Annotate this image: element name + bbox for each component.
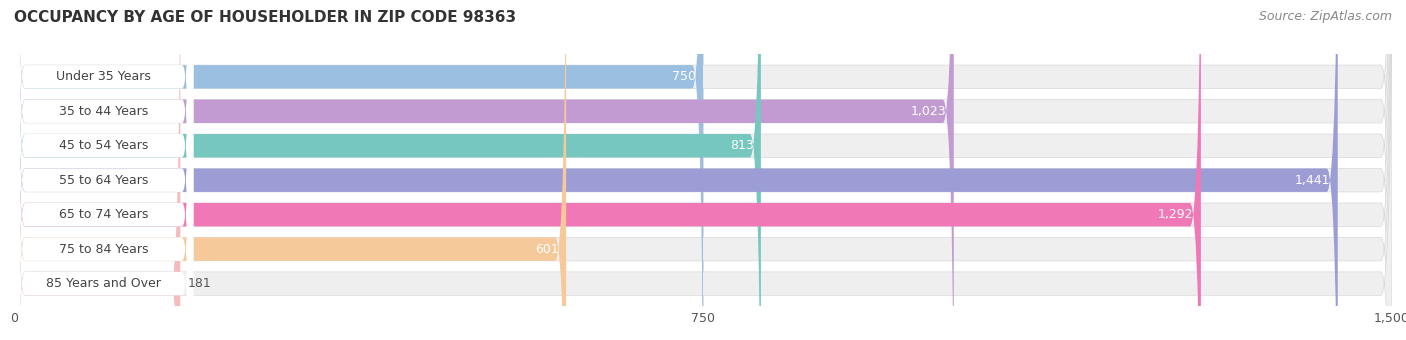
Text: 55 to 64 Years: 55 to 64 Years — [59, 174, 148, 187]
Text: Source: ZipAtlas.com: Source: ZipAtlas.com — [1258, 10, 1392, 23]
FancyBboxPatch shape — [14, 0, 1392, 340]
Text: 85 Years and Over: 85 Years and Over — [46, 277, 162, 290]
Text: 1,023: 1,023 — [911, 105, 946, 118]
FancyBboxPatch shape — [14, 0, 193, 340]
Text: 601: 601 — [536, 243, 558, 256]
FancyBboxPatch shape — [14, 0, 193, 340]
FancyBboxPatch shape — [14, 0, 1337, 340]
FancyBboxPatch shape — [14, 0, 1392, 340]
Text: 65 to 74 Years: 65 to 74 Years — [59, 208, 148, 221]
FancyBboxPatch shape — [14, 0, 193, 340]
Text: 813: 813 — [730, 139, 754, 152]
FancyBboxPatch shape — [14, 0, 193, 340]
Text: OCCUPANCY BY AGE OF HOUSEHOLDER IN ZIP CODE 98363: OCCUPANCY BY AGE OF HOUSEHOLDER IN ZIP C… — [14, 10, 516, 25]
Text: 75 to 84 Years: 75 to 84 Years — [59, 243, 149, 256]
FancyBboxPatch shape — [14, 0, 193, 340]
FancyBboxPatch shape — [14, 0, 703, 340]
Text: 181: 181 — [187, 277, 211, 290]
Text: 45 to 54 Years: 45 to 54 Years — [59, 139, 148, 152]
FancyBboxPatch shape — [14, 0, 953, 340]
FancyBboxPatch shape — [14, 0, 180, 340]
FancyBboxPatch shape — [14, 0, 567, 340]
FancyBboxPatch shape — [14, 0, 1392, 340]
Text: 1,441: 1,441 — [1295, 174, 1330, 187]
Text: 1,292: 1,292 — [1159, 208, 1194, 221]
Text: 750: 750 — [672, 70, 696, 83]
FancyBboxPatch shape — [14, 0, 1201, 340]
FancyBboxPatch shape — [14, 0, 1392, 340]
Text: Under 35 Years: Under 35 Years — [56, 70, 150, 83]
Text: 35 to 44 Years: 35 to 44 Years — [59, 105, 148, 118]
FancyBboxPatch shape — [14, 0, 193, 340]
FancyBboxPatch shape — [14, 0, 1392, 340]
FancyBboxPatch shape — [14, 0, 1392, 340]
FancyBboxPatch shape — [14, 0, 193, 340]
FancyBboxPatch shape — [14, 0, 761, 340]
FancyBboxPatch shape — [14, 0, 1392, 340]
